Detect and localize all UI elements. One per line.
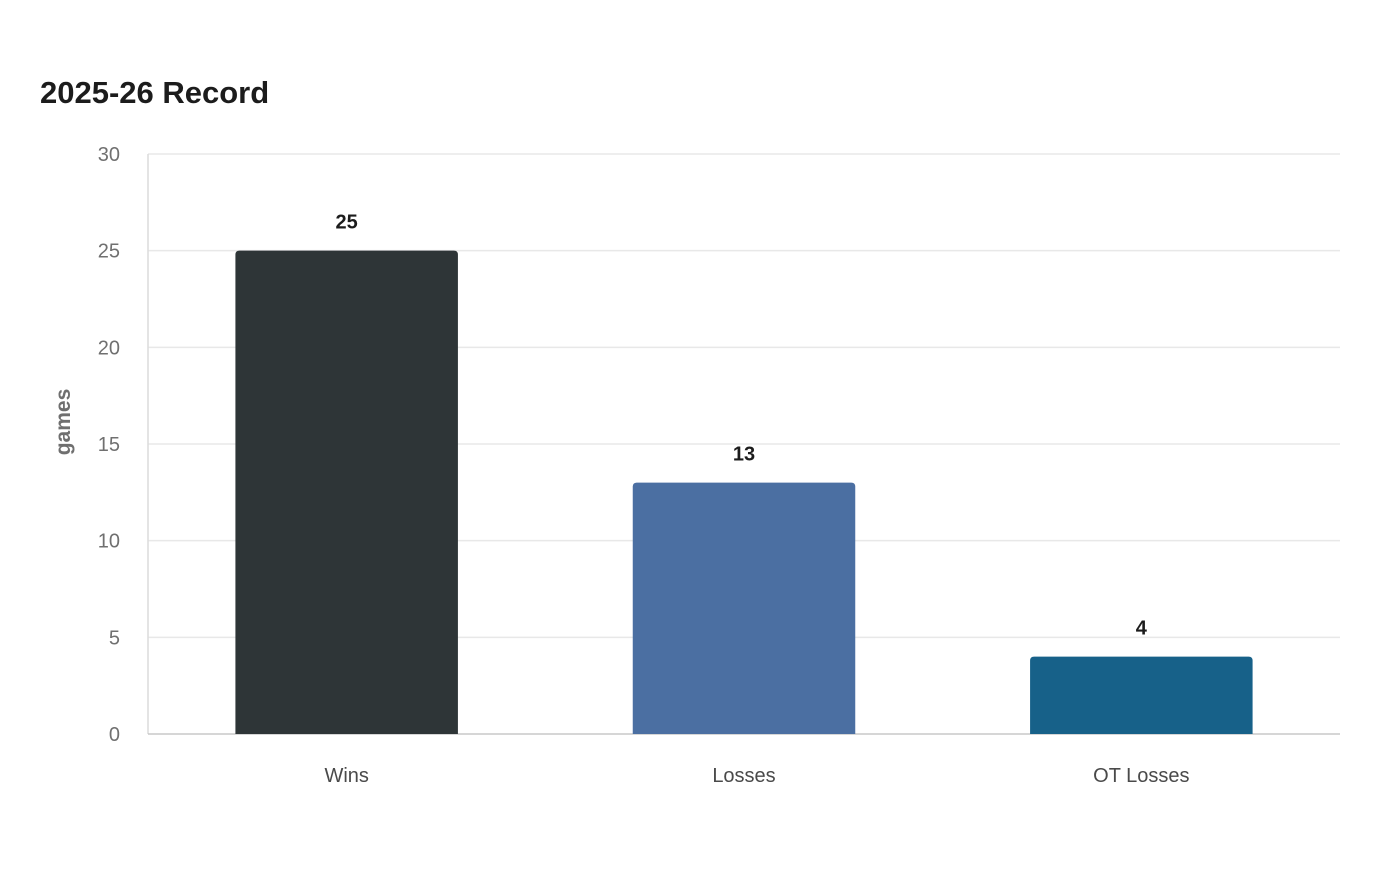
y-tick-label: 0 bbox=[109, 724, 120, 746]
y-tick-label: 30 bbox=[98, 144, 120, 166]
bar-losses bbox=[632, 482, 856, 734]
y-tick-label: 25 bbox=[98, 241, 120, 263]
data-label: 25 bbox=[336, 212, 358, 234]
chart-title: 2025-26 Record bbox=[40, 75, 270, 110]
x-tick-label: OT Losses bbox=[1093, 765, 1189, 787]
x-tick-label: Losses bbox=[712, 765, 775, 787]
y-tick-label: 20 bbox=[98, 337, 120, 359]
data-label: 4 bbox=[1136, 618, 1148, 640]
y-tick-label: 5 bbox=[109, 627, 120, 649]
bars bbox=[235, 250, 1253, 734]
x-tick-label: Wins bbox=[324, 765, 368, 787]
data-label: 13 bbox=[733, 444, 755, 466]
y-axis-title: games bbox=[52, 389, 75, 456]
y-tick-label: 15 bbox=[98, 434, 120, 456]
labels: 0 5 10 15 20 25 30 25 Wins 13 Losses 4 OT Losses bbox=[98, 144, 1190, 787]
bar-ot-losses bbox=[1030, 656, 1253, 734]
bar-wins bbox=[235, 250, 458, 734]
y-tick-label: 10 bbox=[98, 531, 120, 553]
